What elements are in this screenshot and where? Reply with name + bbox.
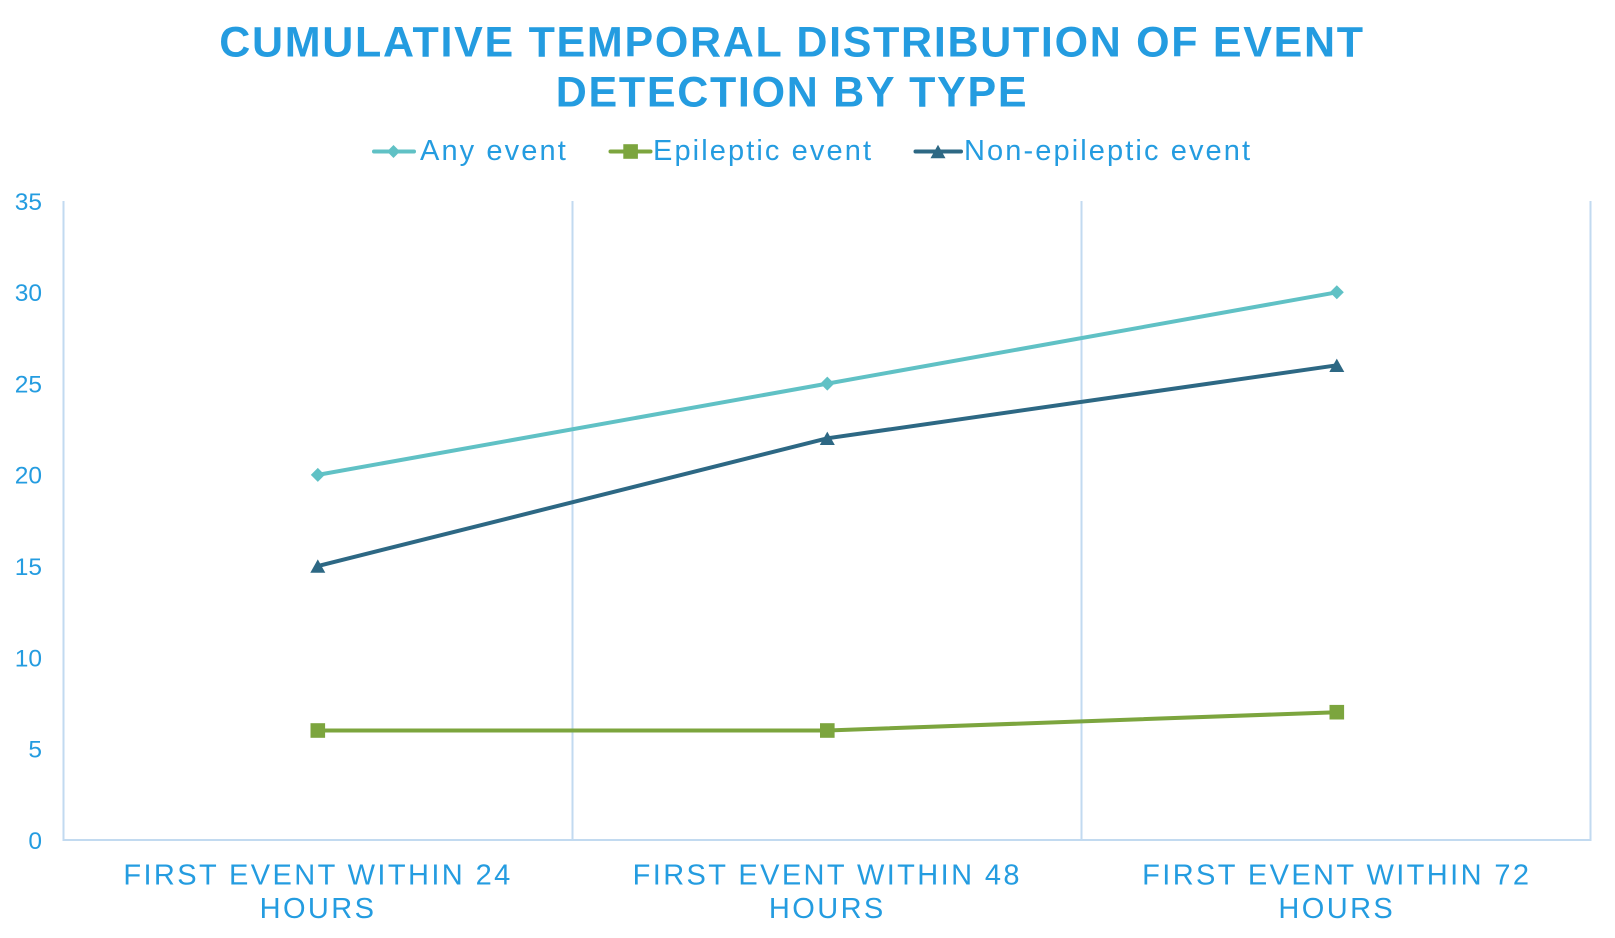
svg-text:15: 15 xyxy=(15,554,42,581)
svg-text:FIRST EVENT WITHIN 24: FIRST EVENT WITHIN 24 xyxy=(123,859,512,891)
svg-text:HOURS: HOURS xyxy=(1278,893,1395,925)
svg-text:20: 20 xyxy=(15,463,42,490)
svg-text:30: 30 xyxy=(15,280,42,307)
svg-text:0: 0 xyxy=(28,828,42,855)
svg-text:DETECTION BY TYPE: DETECTION BY TYPE xyxy=(556,69,1029,117)
svg-text:Any event: Any event xyxy=(420,135,568,167)
svg-text:10: 10 xyxy=(15,645,42,672)
svg-text:Epileptic event: Epileptic event xyxy=(653,135,873,167)
svg-text:25: 25 xyxy=(15,371,42,398)
svg-text:35: 35 xyxy=(15,189,42,216)
svg-text:5: 5 xyxy=(28,737,42,764)
svg-text:FIRST EVENT WITHIN 48: FIRST EVENT WITHIN 48 xyxy=(633,859,1022,891)
svg-text:HOURS: HOURS xyxy=(769,893,886,925)
svg-text:FIRST EVENT WITHIN 72: FIRST EVENT WITHIN 72 xyxy=(1142,859,1531,891)
svg-text:CUMULATIVE TEMPORAL DISTRIBUTI: CUMULATIVE TEMPORAL DISTRIBUTION OF EVEN… xyxy=(219,19,1365,67)
svg-text:Non-epileptic event: Non-epileptic event xyxy=(964,135,1252,167)
svg-text:HOURS: HOURS xyxy=(260,893,377,925)
